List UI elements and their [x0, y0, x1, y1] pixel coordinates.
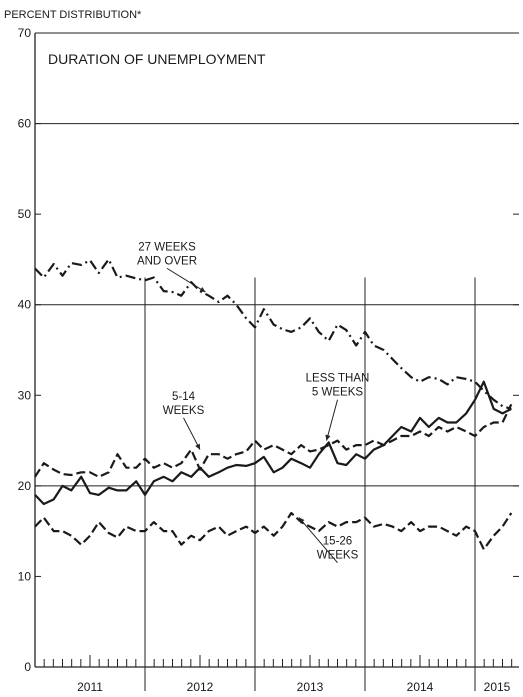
x-tick-label-2015: 2015 — [484, 680, 511, 694]
x-tick-label-2013: 2013 — [297, 680, 324, 694]
y-tick-label-20: 20 — [18, 479, 32, 493]
grid — [35, 124, 519, 691]
y-axis-label: PERCENT DISTRIBUTION* — [4, 9, 142, 21]
annotation-4-line-1: 15-26 — [323, 536, 352, 548]
annotations: 27 WEEKS AND OVER 5-14 WEEKS LESS THAN 5 WEEK… — [137, 241, 369, 562]
annotation-2-line-2: WEEKS — [163, 405, 205, 417]
annotation-3-line-1: LESS THAN — [306, 373, 370, 385]
annotation-3-line-2: 5 WEEKS — [312, 387, 363, 399]
annotation-arrowhead-3 — [325, 435, 330, 441]
annotation-1-line-1: 27 WEEKS — [138, 241, 196, 253]
series-line-4 — [35, 513, 511, 549]
y-tick-label-10: 10 — [18, 569, 32, 583]
y-tick-label-0: 0 — [24, 660, 31, 674]
annotation-2-line-1: 5-14 — [172, 391, 196, 403]
y-tick-label-30: 30 — [18, 388, 32, 402]
series-line-1 — [35, 259, 511, 409]
plot-frame — [35, 33, 519, 667]
chart-title: DURATION OF UNEMPLOYMENT — [48, 51, 266, 67]
y-tick-label-40: 40 — [18, 298, 32, 312]
x-tick-label-2011: 2011 — [77, 680, 103, 694]
x-tick-label-2012: 2012 — [187, 680, 214, 694]
x-tick-label-2014: 2014 — [407, 680, 434, 694]
annotation-arrowhead-1 — [200, 287, 206, 292]
y-tick-label-50: 50 — [18, 207, 32, 221]
annotation-4-line-2: WEEKS — [317, 550, 359, 562]
series-lines — [35, 259, 511, 549]
annotation-arrow-3 — [327, 400, 338, 441]
series-line-2 — [35, 404, 511, 477]
annotation-arrow-1 — [167, 268, 206, 292]
y-tick-label-60: 60 — [18, 117, 32, 131]
x-axis: 2011 2012 2013 2014 2015 — [35, 655, 512, 694]
annotation-1-line-2: AND OVER — [137, 255, 197, 267]
y-tick-label-70: 70 — [18, 26, 32, 40]
